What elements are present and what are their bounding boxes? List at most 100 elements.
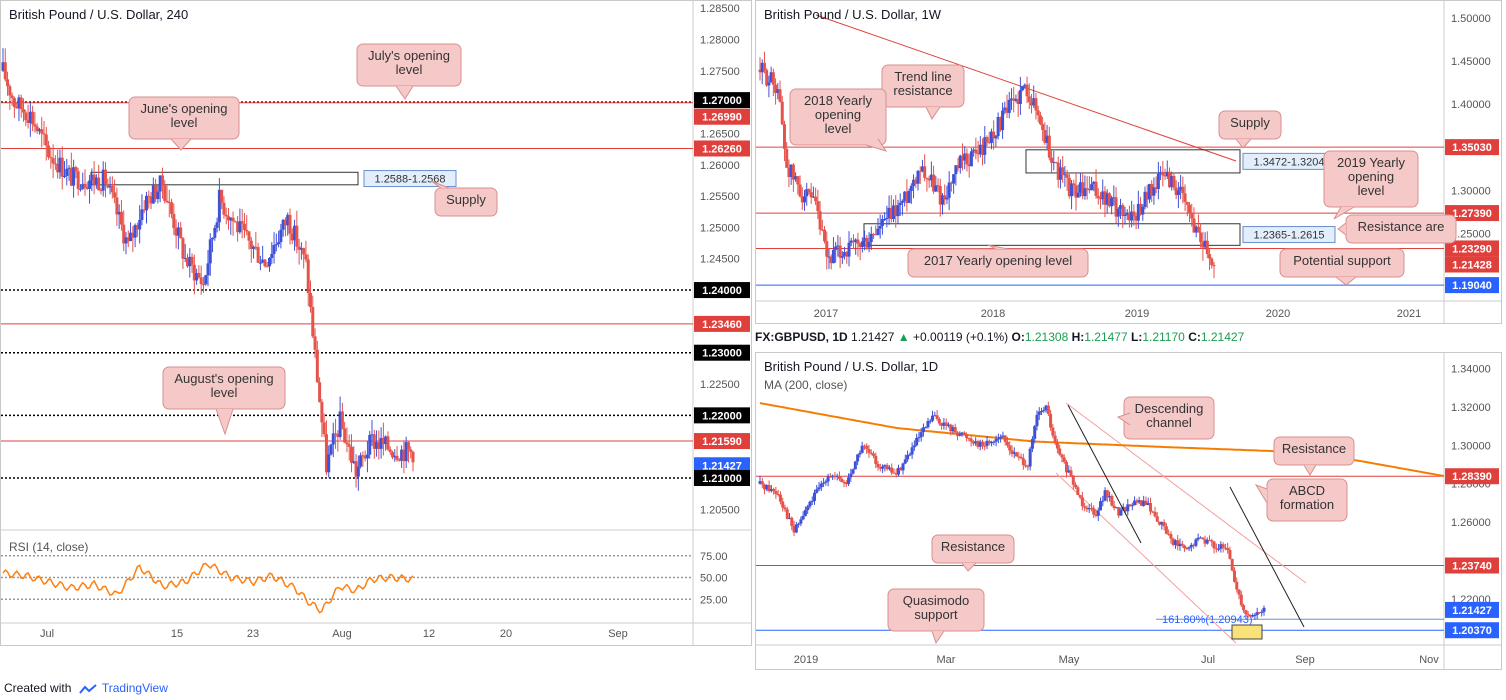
candle-body [197,273,201,278]
candle-body [1150,184,1154,196]
candle-body [1167,533,1171,535]
candle-body [126,237,130,242]
candle-body [90,174,94,181]
candle-body [978,144,982,155]
candle-body [1105,490,1109,498]
candle-body [771,72,775,85]
candle-body [22,109,25,113]
candle-body [183,257,187,259]
candle-body [1154,187,1158,190]
candle-body [967,437,971,439]
candle-body [388,449,392,453]
candle-body [937,418,941,424]
high-label: H: [1071,330,1085,344]
candle-body [1049,413,1053,428]
candle-body [290,233,294,241]
candle-body [53,163,57,165]
candle-body [201,284,205,286]
candle-body [1058,167,1062,180]
candle-body [6,79,10,87]
candle-body [97,177,101,191]
candle-body [772,489,776,492]
candle-body [1160,522,1164,525]
candle-body [1148,502,1152,512]
candle-body [958,155,962,169]
tradingview-link[interactable]: TradingView [101,681,168,695]
candle-body [1219,544,1223,549]
candle-body [965,153,969,165]
candle-body [1053,435,1057,443]
candle-body [933,415,937,417]
candle-body [947,182,951,198]
high-value: 1.21477 [1084,330,1128,344]
candle-body [31,111,35,125]
candle-body [1135,500,1139,503]
candle-body [81,183,85,189]
price-label-box [1445,256,1499,273]
candle-body [354,461,358,477]
candle-body [195,273,199,281]
candle-body [174,228,178,236]
candle-body [1033,426,1037,439]
candle-body [67,167,71,169]
candle-body [816,201,820,212]
candle-body [1083,506,1087,508]
candle-body [411,451,415,463]
candle-body [1051,427,1055,436]
candle-body [860,241,864,248]
candle-body [881,466,885,469]
candle-body [1161,171,1165,176]
candle-body [1119,509,1123,516]
candle-body [1064,461,1068,473]
chart-1w-panel[interactable]: 1.50000 1.45000 1.40000 1.30000 1.25000 1.347… [755,0,1502,324]
chart-240-panel[interactable]: 1.28500 1.28000 1.27500 1.26500 1.26000 1.255… [0,0,752,646]
price-label: 1.23290 [1452,243,1492,255]
price-label-box [694,315,750,332]
candle-body [1139,500,1143,506]
candle-body [154,185,158,200]
candle-body [844,482,848,485]
candle-body [863,237,867,242]
candle-body [135,225,139,230]
chart-240-svg[interactable]: 1.28500 1.28000 1.27500 1.26500 1.26000 1.255… [1,1,752,646]
callout-text: level [396,62,423,77]
candle-body [794,176,798,180]
candle-body [992,131,996,139]
chart-1w-svg[interactable]: 1.50000 1.45000 1.40000 1.30000 1.25000 1.347… [756,1,1502,324]
candle-body [767,82,771,86]
candle-body [1139,203,1143,215]
price-label: 1.19040 [1452,280,1492,292]
x-axis-tick-label: 2021 [1397,308,1421,320]
candle-body [894,473,898,475]
candle-body [974,441,978,444]
candle-body [397,459,401,461]
candle-body [320,401,324,423]
candle-body [1074,484,1078,488]
chart-1d-svg[interactable]: 1.340001.320001.300001.280001.260001.220… [756,353,1502,670]
candle-body [17,97,21,109]
candle-body [1244,610,1248,615]
callout-text: 2019 Yearly [1337,155,1405,170]
candle-body [142,209,146,211]
candle-body [856,239,860,244]
candle-body [204,275,208,285]
candle-body [949,424,953,432]
candle-body [322,422,326,435]
candle-body [19,97,23,110]
candle-body [334,433,338,435]
candle-body [987,142,991,144]
candle-body [372,434,376,449]
candle-body [1144,500,1148,505]
candle-body [1032,98,1036,106]
callout-pointer [865,138,888,152]
candle-body [942,422,946,426]
callout-pointer [987,244,1009,250]
price-label-box [1445,601,1499,618]
candle-body [1255,612,1259,615]
candle-body [1007,99,1011,113]
candle-body [1061,167,1065,175]
candle-body [108,185,112,188]
candle-body [363,455,367,459]
candle-body [37,129,41,132]
chart-1d-panel[interactable]: 1.34000 1.32000 1.30000 1.28000 1.26000 1.220… [755,352,1502,670]
